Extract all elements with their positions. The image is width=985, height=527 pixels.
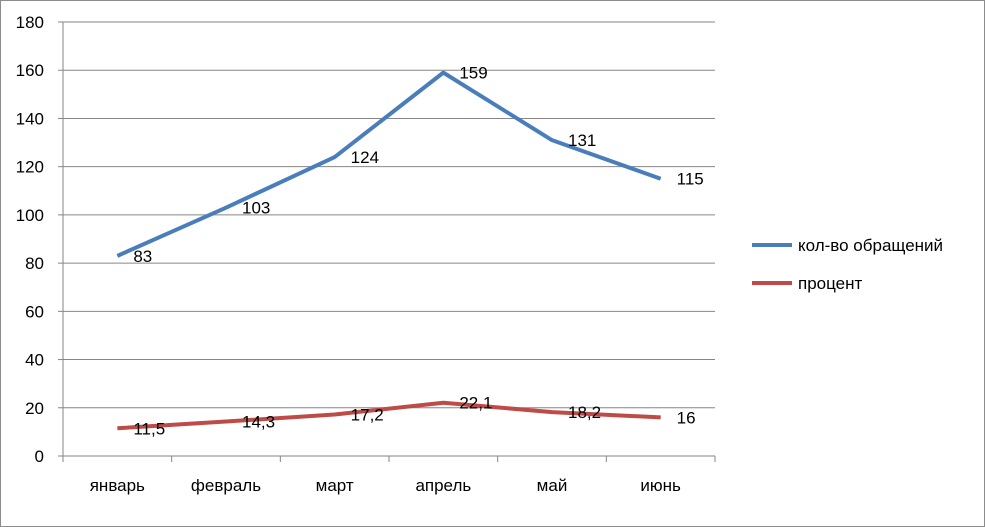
data-label: 115 (677, 170, 704, 189)
data-label: 17,2 (351, 406, 384, 425)
gridlines (63, 21, 715, 409)
legend: кол-во обращений процент (752, 236, 943, 293)
x-tick-label: март (316, 476, 354, 495)
legend-label: кол-во обращений (798, 236, 943, 255)
data-label: 18,2 (568, 403, 601, 422)
y-tick-label: 100 (16, 206, 44, 225)
y-tick-label: 120 (16, 158, 44, 177)
y-tick-label: 160 (16, 61, 44, 80)
data-label: 131 (568, 131, 596, 150)
x-tick-label: май (537, 476, 568, 495)
x-tick-label: февраль (191, 476, 261, 495)
data-label: 22,1 (459, 394, 492, 413)
x-tick-label: январь (90, 476, 145, 495)
data-labels: 83 103 124 159 131 115 11,5 14,3 17,2 22,1 18,2 16 (133, 64, 703, 439)
legend-label: процент (798, 274, 863, 293)
y-tick-labels: 0 20 40 60 80 100 120 140 160 180 (16, 13, 44, 466)
data-label: 14,3 (242, 413, 275, 432)
series-line-1 (117, 400, 661, 431)
x-tick-labels: январь февраль март апрель май июнь (90, 476, 681, 495)
y-tick-label: 0 (35, 447, 44, 466)
series-line-0 (116, 70, 662, 258)
data-label: 83 (133, 247, 152, 266)
data-label: 103 (242, 199, 270, 218)
data-label: 159 (459, 64, 487, 83)
y-tick-label: 20 (25, 399, 44, 418)
data-label: 124 (351, 148, 379, 167)
data-label: 11,5 (133, 419, 165, 438)
data-label: 16 (677, 408, 696, 427)
y-tick-label: 40 (25, 351, 44, 370)
x-tick-label: июнь (640, 476, 681, 495)
axes (58, 21, 716, 462)
y-tick-label: 60 (25, 302, 44, 321)
x-tick-label: апрель (415, 476, 471, 495)
y-tick-label: 140 (16, 109, 44, 128)
series-lines (116, 70, 662, 431)
y-tick-label: 180 (16, 13, 44, 32)
y-tick-label: 80 (25, 254, 44, 273)
